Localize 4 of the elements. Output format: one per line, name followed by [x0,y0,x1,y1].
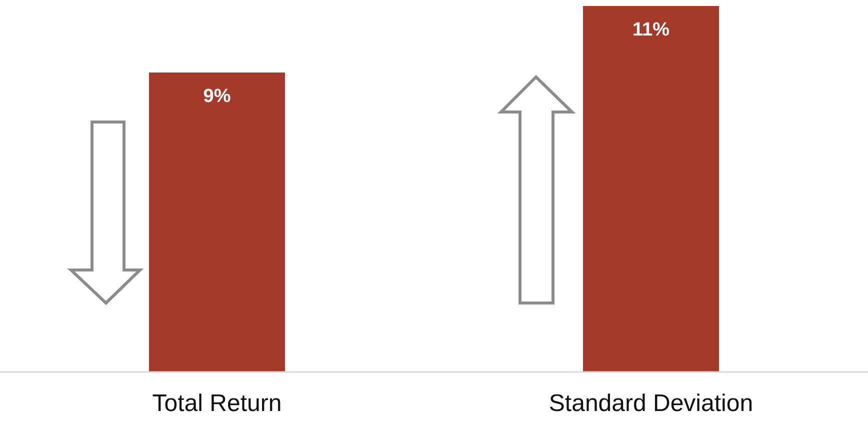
x-tick-label: Standard Deviation [548,390,754,418]
x-tick-label: Total Return [152,390,282,418]
data-label: 11% [632,19,670,40]
data-label: 9% [203,86,231,108]
